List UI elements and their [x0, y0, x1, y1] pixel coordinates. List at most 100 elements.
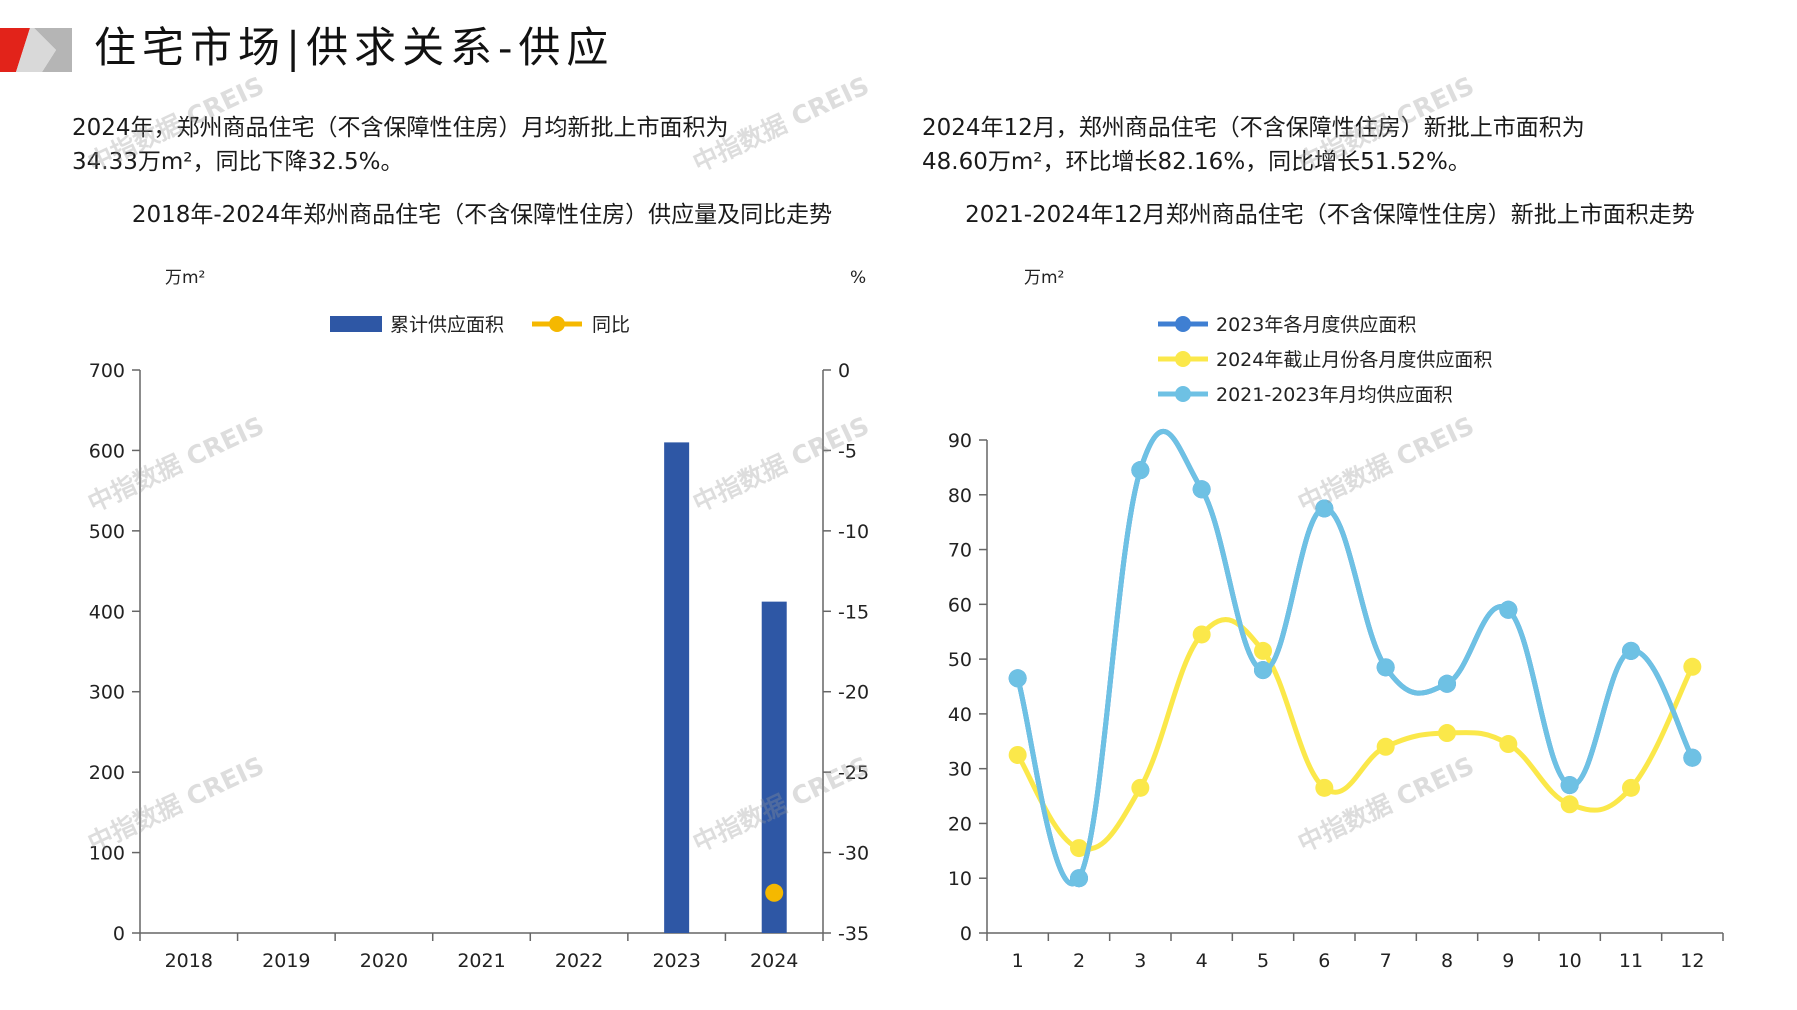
- x-tick-label: 10: [1558, 950, 1582, 972]
- y-tick-label: 100: [89, 843, 125, 865]
- summary-left: 2024年，郑州商品住宅（不含保障性住房）月均新批上市面积为 34.33万m²，…: [72, 111, 892, 179]
- x-tick-label: 2022: [555, 950, 603, 972]
- y2-tick-label: -10: [838, 521, 869, 543]
- series-2-point-10: [1560, 795, 1579, 814]
- y2-tick-label: -15: [838, 601, 869, 623]
- logo-gray-shape: [34, 28, 72, 72]
- chart-left-title: 2018年-2024年郑州商品住宅（不含保障性住房）供应量及同比走势: [131, 202, 833, 228]
- legend-label-3: 2021-2023年月均供应面积: [1216, 384, 1453, 406]
- legend-marker-3: [1175, 386, 1191, 402]
- y-tick-label: 70: [948, 540, 972, 562]
- x-tick-label: 7: [1380, 950, 1392, 972]
- y-tick-label: 0: [960, 923, 972, 945]
- series-3-point-7: [1376, 658, 1395, 677]
- x-tick-label: 2019: [262, 950, 310, 972]
- x-tick-label: 1: [1012, 950, 1024, 972]
- legend-bar-label: 累计供应面积: [390, 314, 504, 336]
- y-tick-label: 10: [948, 868, 972, 890]
- series-2-point-4: [1192, 625, 1211, 644]
- y2-tick-label: -30: [838, 843, 869, 865]
- y-tick-label: 80: [948, 485, 972, 507]
- series-3-point-2: [1070, 869, 1088, 888]
- series-3-point-3: [1131, 461, 1150, 480]
- legend-label-2: 2024年截止月份各月度供应面积: [1216, 349, 1492, 371]
- y2-axis-unit-label: %: [850, 268, 866, 288]
- x-tick-label: 2021: [457, 950, 505, 972]
- y2-tick-label: -20: [838, 682, 869, 704]
- legend-marker-1: [1175, 316, 1191, 332]
- y-axis-unit-label: 万m²: [1024, 268, 1064, 288]
- y-tick-label: 600: [89, 440, 125, 462]
- y2-tick-label: -5: [838, 440, 857, 462]
- series-3-point-9: [1499, 600, 1518, 619]
- x-tick-label: 2023: [652, 950, 700, 972]
- series-2-point-3: [1131, 778, 1150, 797]
- x-tick-label: 12: [1680, 950, 1704, 972]
- series-line-2: [1015, 617, 1695, 852]
- series-3-point-8: [1438, 674, 1456, 693]
- y-tick-label: 200: [89, 762, 125, 784]
- y-tick-label: 700: [89, 360, 125, 382]
- summary-right-line2: 48.60万m²，环比增长82.16%，同比增长51.52%。: [922, 149, 1471, 175]
- x-tick-label: 2: [1073, 950, 1085, 972]
- page-title: 住宅市场|供求关系-供应: [94, 23, 615, 72]
- y-tick-label: 30: [948, 759, 972, 781]
- series-2-point-12: [1683, 657, 1702, 676]
- series-2-point-11: [1622, 778, 1640, 797]
- x-tick-label: 2018: [165, 950, 213, 972]
- legend: 2023年各月度供应面积 2024年截止月份各月度供应面积 2021-2023年月均…: [1158, 314, 1492, 406]
- y-tick-label: 20: [948, 813, 972, 835]
- series-3-point-6: [1315, 499, 1334, 518]
- x-tick-label: 6: [1318, 950, 1330, 972]
- y-tick-label: 500: [89, 521, 125, 543]
- brand-logo: [0, 28, 72, 72]
- y-tick-label: 60: [948, 594, 972, 616]
- series-3-point-12: [1683, 748, 1702, 767]
- y2-tick-label: -25: [838, 762, 869, 784]
- legend-yoy-marker: [549, 316, 565, 332]
- chart-right-title: 2021-2024年12月郑州商品住宅（不含保障性住房）新批上市面积走势: [965, 202, 1695, 228]
- legend-yoy-label: 同比: [592, 314, 630, 336]
- y2-tick-label: -35: [838, 923, 869, 945]
- x-tick-label: 5: [1257, 950, 1269, 972]
- x-tick-label: 9: [1502, 950, 1514, 972]
- series-2-point-8: [1438, 724, 1456, 743]
- series-3-point-4: [1192, 480, 1211, 499]
- logo-red-shape: [0, 28, 30, 72]
- series-2-point-5: [1254, 641, 1272, 660]
- legend-marker-2: [1175, 351, 1191, 367]
- y-tick-label: 400: [89, 601, 125, 623]
- x-tick-label: 4: [1196, 950, 1208, 972]
- x-tick-label: 8: [1441, 950, 1453, 972]
- legend-label-1: 2023年各月度供应面积: [1216, 314, 1416, 336]
- supply-bar-chart: 万m² % 0 100 200 300 400 500 600 700 0 -5 -10 -15 -20 -2…: [89, 268, 869, 972]
- yoy-point-2024: [765, 883, 784, 902]
- x-tick-label: 3: [1134, 950, 1146, 972]
- series-3: [1008, 429, 1702, 888]
- x-tick-label: 2020: [360, 950, 408, 972]
- summary-left-line1: 2024年，郑州商品住宅（不含保障性住房）月均新批上市面积为: [72, 115, 729, 141]
- y-axis-unit-label: 万m²: [165, 268, 205, 288]
- y-tick-label: 0: [113, 923, 125, 945]
- summary-right: 2024年12月，郑州商品住宅（不含保障性住房）新批上市面积为 48.60万m²…: [922, 111, 1742, 179]
- series-line-3: [1015, 429, 1695, 887]
- series-3-point-1: [1008, 669, 1027, 688]
- y-tick-label: 50: [948, 649, 972, 671]
- series-2-point-2: [1070, 839, 1088, 858]
- bar-2023: [664, 442, 690, 933]
- series-2: [1008, 617, 1702, 858]
- summary-right-line1: 2024年12月，郑州商品住宅（不含保障性住房）新批上市面积为: [922, 115, 1585, 141]
- series-line-1: [1015, 429, 1695, 887]
- series-3-point-10: [1560, 776, 1579, 795]
- series-2-point-6: [1315, 778, 1334, 797]
- series-2-point-9: [1499, 735, 1518, 754]
- bar-2024: [761, 601, 787, 933]
- x-tick-label: 2024: [750, 950, 798, 972]
- series-3-point-11: [1622, 641, 1640, 660]
- y2-tick-label: 0: [838, 360, 850, 382]
- y-tick-label: 300: [89, 682, 125, 704]
- y-tick-label: 40: [948, 704, 972, 726]
- series-2-point-1: [1008, 745, 1027, 764]
- legend-bar-swatch: [330, 316, 382, 332]
